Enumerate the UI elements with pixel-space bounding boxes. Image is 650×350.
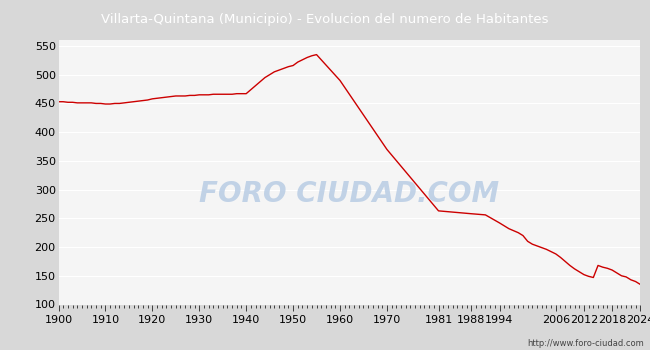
Text: FORO CIUDAD.COM: FORO CIUDAD.COM xyxy=(200,180,499,208)
Text: Villarta-Quintana (Municipio) - Evolucion del numero de Habitantes: Villarta-Quintana (Municipio) - Evolucio… xyxy=(101,13,549,26)
Text: http://www.foro-ciudad.com: http://www.foro-ciudad.com xyxy=(526,339,644,348)
